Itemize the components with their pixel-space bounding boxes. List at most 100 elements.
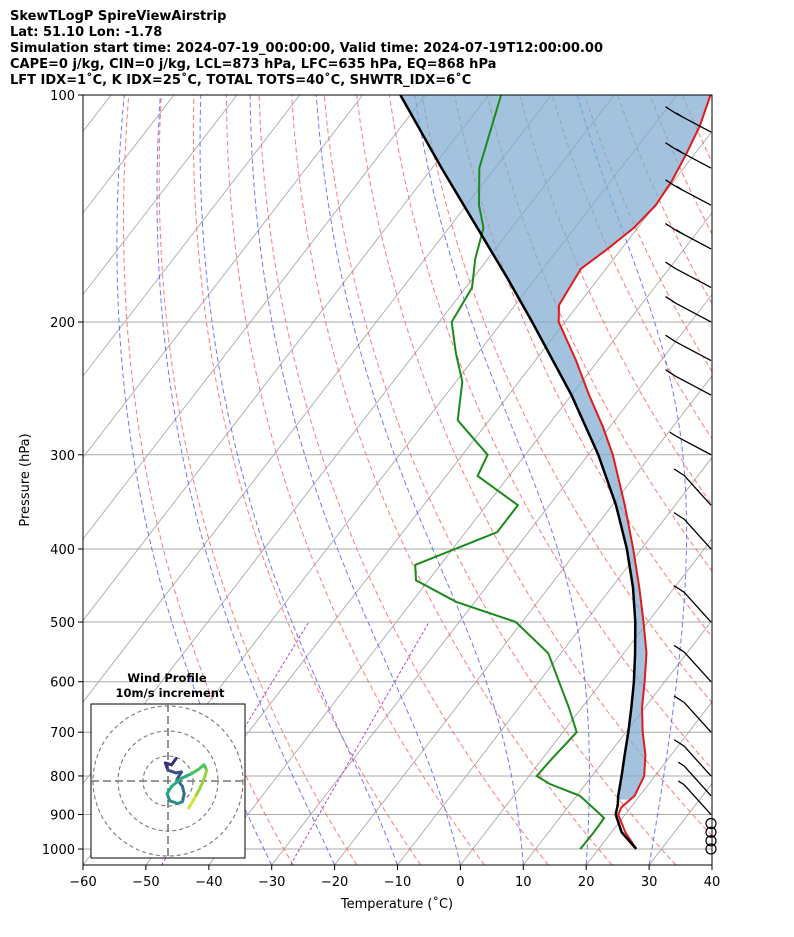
dry-adiabat-line — [421, 95, 712, 704]
wind-barb-flag — [673, 585, 685, 593]
wind-barb-staff — [683, 591, 712, 623]
x-tick-label: −10 — [384, 875, 411, 890]
wind-barbs — [665, 106, 717, 855]
dewpoint-line — [414, 95, 606, 850]
time-line: Simulation start time: 2024-07-19_00:00:… — [10, 41, 603, 56]
dry-adiabat-line — [780, 95, 794, 865]
wind-barb-flag — [665, 142, 677, 150]
wind-barb-flag — [677, 780, 685, 786]
wind-barb-staff — [675, 302, 712, 323]
dry-adiabat-line — [122, 95, 294, 865]
wind-barb-staff — [675, 375, 712, 396]
isotherm-line — [83, 95, 238, 296]
wind-barb-staff — [683, 651, 712, 683]
dry-adiabat-line — [682, 95, 712, 164]
wind-barb-flag — [665, 222, 677, 231]
isotherm-line — [460, 538, 712, 865]
moist-adiabat-line — [414, 95, 590, 865]
y-tick-label: 400 — [50, 543, 75, 558]
isotherm-line — [522, 619, 712, 865]
background-lines — [83, 95, 794, 865]
wind-barb-staff — [683, 475, 712, 506]
calm-wind-circle — [705, 817, 717, 830]
y-tick-label: 600 — [50, 676, 75, 691]
x-tick-label: 30 — [641, 875, 658, 890]
hodograph-segment — [202, 768, 209, 781]
y-tick-label: 500 — [50, 616, 75, 631]
hodograph-segment — [170, 776, 183, 788]
wind-barb-flag — [673, 739, 685, 747]
isotherm-line — [83, 95, 364, 459]
moist-adiabat-line — [116, 95, 273, 865]
x-tick-label: −40 — [195, 875, 222, 890]
dry-adiabat-line — [748, 95, 794, 865]
wind-barb-staff — [675, 435, 712, 456]
isotherm-line — [271, 293, 712, 865]
moist-adiabat-line — [156, 95, 336, 865]
mixing-ratio-line — [290, 621, 430, 865]
wind-barb-flag — [673, 695, 685, 704]
moist-adiabat-line — [711, 862, 712, 865]
y-tick-label: 1000 — [42, 843, 75, 858]
wind-barb-flag — [677, 761, 685, 767]
wind-barb-flag — [673, 512, 685, 520]
dry-adiabat-line — [323, 95, 677, 865]
dry-adiabat-line — [551, 95, 712, 440]
y-tick-label: 100 — [50, 89, 75, 104]
wind-barb-flag — [675, 229, 683, 235]
hodograph-segment — [198, 777, 206, 791]
wind-barb-flag — [665, 296, 677, 304]
x-axis-title: Temperature (˚C) — [340, 896, 453, 912]
calm-wind-circle — [705, 843, 717, 855]
inset-title: Wind Profile — [127, 671, 207, 685]
dry-adiabat-line — [356, 95, 712, 837]
dry-adiabat-line — [291, 95, 613, 865]
x-tick-label: −50 — [132, 875, 159, 890]
isotherm-line — [83, 95, 301, 377]
indices-line: LFT IDX=1˚C, K IDX=25˚C, TOTAL TOTS=40˚C… — [10, 73, 472, 88]
moist-adiabat-line — [249, 95, 461, 865]
y-tick-label: 800 — [50, 770, 75, 785]
cape-fill — [400, 95, 711, 800]
parcel-line — [399, 95, 638, 850]
isotherm-line — [83, 95, 552, 703]
wind-barb-flag — [675, 148, 683, 154]
x-tick-label: −20 — [321, 875, 348, 890]
hodograph-segment — [187, 802, 193, 810]
hodograph-segment — [180, 772, 193, 780]
wind-barb-staff — [683, 784, 712, 815]
x-tick-label: −60 — [69, 875, 96, 890]
inset-subtitle: 10m/s increment — [116, 686, 225, 700]
wind-barb-flag — [675, 185, 683, 191]
location-line: Lat: 51.10 Lon: -1.78 — [10, 25, 163, 40]
chart-title: SkewTLogP SpireViewAirstrip — [10, 9, 227, 24]
wind-profile-inset: Wind Profile 10m/s increment — [90, 671, 246, 859]
wind-barb-flag — [675, 112, 683, 118]
wind-barb-flag — [665, 179, 677, 187]
wind-barb-staff — [675, 268, 712, 289]
dry-adiabat-line — [715, 95, 794, 865]
dry-adiabat-line — [519, 95, 712, 506]
wind-barb-flag — [673, 644, 685, 653]
isotherm-line — [648, 782, 712, 865]
wind-barb-flag — [665, 334, 677, 343]
dry-adiabat-line — [158, 95, 358, 865]
isotherm-line — [208, 212, 712, 865]
x-tick-label: 10 — [515, 875, 532, 890]
y-tick-label: 300 — [50, 449, 75, 464]
isotherm-line — [585, 701, 712, 865]
calm-wind-circle — [705, 826, 717, 838]
temperature-line — [557, 95, 712, 850]
y-axis-title: Pressure (hPa) — [18, 433, 33, 526]
x-tick-label: 40 — [704, 875, 721, 890]
dry-adiabat-line — [192, 95, 422, 865]
wind-barb-staff — [675, 341, 712, 362]
hodograph-segment — [193, 787, 201, 799]
x-tick-label: 0 — [456, 875, 464, 890]
cape-area — [400, 95, 711, 800]
wind-barb-flag — [669, 431, 677, 437]
x-tick-label: −30 — [258, 875, 285, 890]
dry-adiabat-line — [258, 95, 549, 865]
y-tick-label: 200 — [50, 316, 75, 331]
isotherm-line — [83, 95, 426, 540]
